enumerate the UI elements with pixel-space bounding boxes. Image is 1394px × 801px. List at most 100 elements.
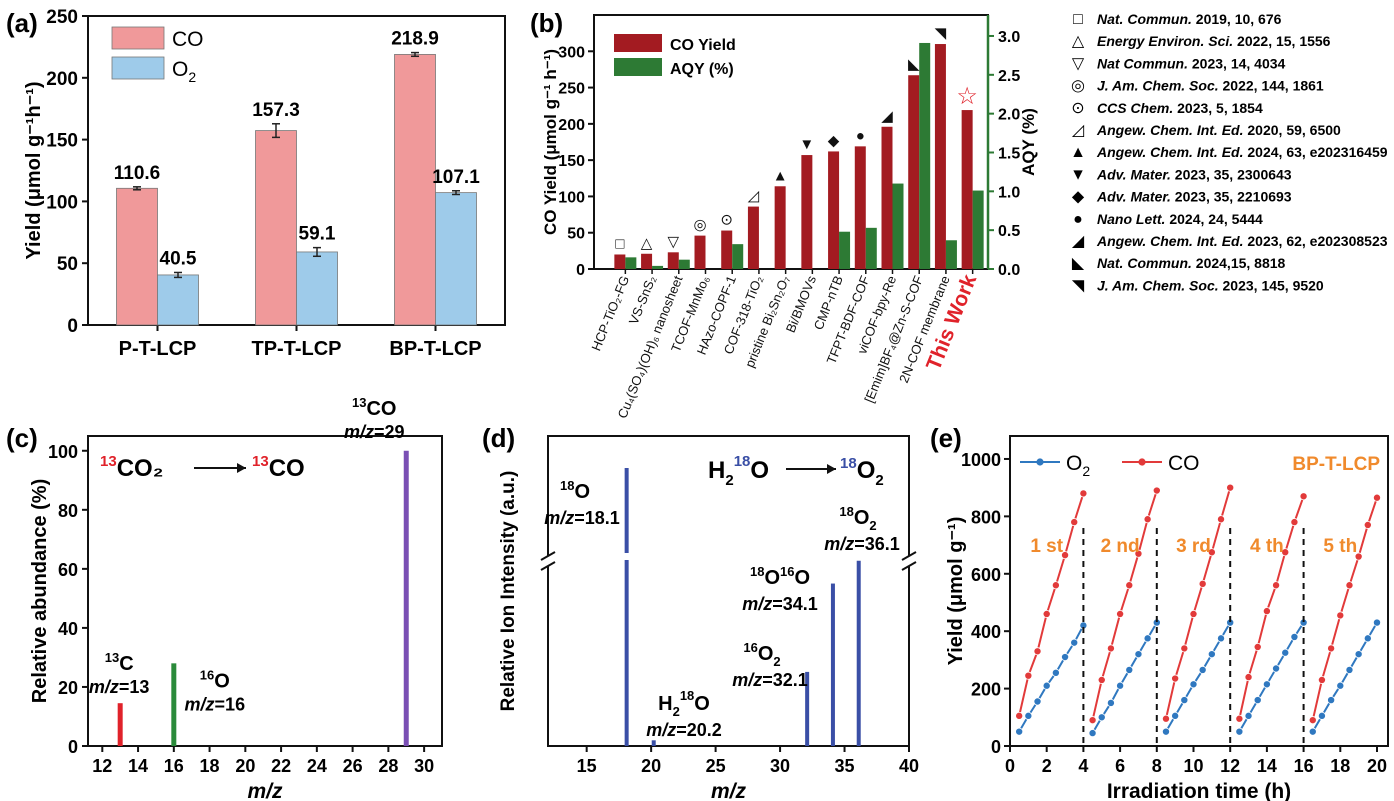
bar-a [157,274,199,326]
series-line-e [1238,495,1305,719]
x-tick-label-c: 26 [343,756,363,776]
y-tick-label-e: 400 [971,622,1001,642]
y-tick-label-b: 100 [558,189,585,206]
x-tick-label-d: 15 [577,756,597,776]
x-tick-label-e: 0 [1005,756,1015,776]
data-point-e [1116,609,1125,618]
data-point-e [1262,607,1271,616]
data-point-e [1024,711,1033,720]
y-tick-label-a: 100 [46,192,78,213]
y-tick-label-c: 60 [58,560,78,580]
y-tick-label-e: 200 [971,680,1001,700]
bar-a [394,54,436,326]
reference-entry: Angew. Chem. Int. Ed. 2024, 63, e2023164… [1096,144,1388,160]
data-label-a: 40.5 [160,248,197,269]
data-label-a: 107.1 [432,167,480,188]
cycle-label-e: 4 th [1250,536,1284,557]
y-tick-label-c: 40 [58,619,78,639]
data-point-e [1061,551,1070,560]
y-axis-label-b: CO Yield (μmol g⁻¹ h⁻¹) [541,49,560,235]
data-point-e [1161,714,1170,723]
chart-a: 0 50 100 150 200 250 P-T-LCP 110.6 40.5 TP-T-LCP 1… [23,7,506,360]
data-point-e [1308,716,1317,725]
data-point-e [1290,632,1299,641]
reference-entry: CCS Chem. 2023, 5, 1854 [1097,100,1263,116]
y-tick-label-a: 250 [46,7,78,28]
data-point-e [1033,647,1042,656]
x-tick-label-c: 28 [378,756,398,776]
reference-marker: ◎ [1071,78,1085,95]
axis-break-mark-d [901,551,917,561]
bar-aqy-b [919,42,931,269]
reference-entry: Nat. Commun. 2024,15, 8818 [1097,255,1286,271]
data-point-e [1171,674,1180,683]
legend-label-b: CO Yield [670,37,736,54]
axis-break-mark-d [540,561,556,571]
data-point-e [1345,581,1354,590]
y-tick-label-right-b: 2.0 [998,107,1020,124]
reference-entry: Nano Lett. 2024, 24, 5444 [1097,211,1263,227]
data-point-e [1106,698,1115,707]
bar-co-yield-b [747,206,759,269]
axis-break-gap-d [903,556,915,566]
peak-species-d: 18O16O [750,564,810,589]
peak-mz-c: m/z=29 [344,422,405,442]
reference-marker: ◢ [1072,233,1085,250]
panel-label-a: (a) [6,8,38,38]
data-point-e [1070,638,1079,647]
sample-tag-e: BP-T-LCP [1292,454,1380,475]
y-tick-label-b: 300 [558,44,585,61]
y-tick-label-a: 0 [67,316,78,337]
x-tick-label-e: 4 [1078,756,1088,776]
data-point-e [1171,711,1180,720]
reference-entry: Angew. Chem. Int. Ed. 2023, 62, e2023085… [1096,233,1388,249]
y-tick-label-right-b: 2.5 [998,68,1020,85]
x-tick-label-c: 30 [414,756,434,776]
marker-b: ▼ [799,136,814,153]
data-point-e [1327,644,1336,653]
reaction-arrowhead-d [827,464,836,474]
bar-aqy-b [652,265,664,269]
cycle-label-e: 1 st [1030,536,1063,557]
data-point-e [1281,548,1290,557]
data-point-e [1033,697,1042,706]
reference-marker: □ [1073,11,1083,28]
peak-c [171,663,177,746]
peak-d [651,740,656,746]
reference-marker: ◆ [1072,189,1085,206]
legend-label-b: AQY (%) [670,61,734,78]
data-label-a: 59.1 [299,224,336,245]
peak-mz-d: m/z=36.1 [824,534,900,554]
data-point-e [1372,618,1381,627]
data-point-e [1161,727,1170,736]
data-point-e [1198,579,1207,588]
peak-d [805,671,810,746]
peak-species-c: 16O [200,667,230,692]
data-point-e [1327,696,1336,705]
bar-a [435,192,477,326]
data-label-a: 110.6 [114,163,161,184]
data-point-e [1272,664,1281,673]
x-tick-label-c: 18 [200,756,220,776]
data-point-e [1217,515,1226,524]
x-tick-label-e: 16 [1294,756,1314,776]
y-tick-label-right-b: 0.5 [998,223,1020,240]
peak-species-d: 18O [560,478,590,503]
marker-b: ◎ [693,217,706,234]
data-point-e [1253,696,1262,705]
data-point-e [1363,520,1372,529]
peak-species-d: H218O [658,688,710,719]
data-point-e [1235,714,1244,723]
marker-b: ▲ [773,167,788,184]
data-point-e [1262,680,1271,689]
reference-entry: Energy Environ. Sci. 2022, 15, 1556 [1097,33,1331,49]
peak-mz-d: m/z=32.1 [732,670,808,690]
reference-entry: J. Am. Chem. Soc. 2022, 144, 1861 [1097,78,1324,94]
y-tick-label-e: 600 [971,565,1001,585]
legend-label-a: CO [172,28,204,51]
bar-aqy-b [625,257,637,269]
legend-label-e: CO [1168,452,1200,475]
x-tick-label-c: 20 [235,756,255,776]
y-tick-label-b: 0 [576,262,585,279]
